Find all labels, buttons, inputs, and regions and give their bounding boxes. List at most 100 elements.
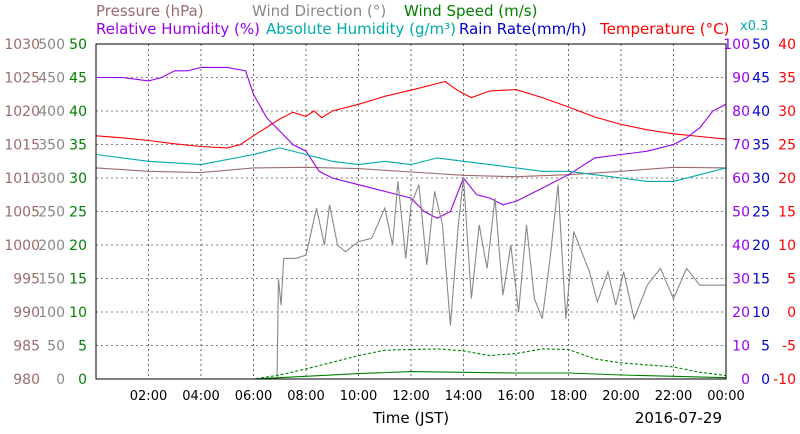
left-tick-wind_direction: 100 (38, 305, 65, 321)
left-tick-wind_speed: 35 (69, 138, 87, 154)
header-label: Wind Direction (°) (252, 2, 386, 20)
x-tick-label: 06:00 (235, 389, 272, 404)
right-tick-rain_rate: 45 (752, 71, 770, 87)
right-tick-rain_rate: 35 (752, 138, 770, 154)
left-tick-wind_speed: 20 (69, 238, 87, 254)
right-tick-relative_humidity: 90 (732, 71, 750, 87)
left-tick-wind_speed: 15 (69, 272, 87, 288)
header-label: Wind Speed (m/s) (404, 2, 537, 20)
right-tick-relative_humidity: 20 (732, 305, 750, 321)
right-tick-temperature: 20 (778, 171, 796, 187)
left-tick-wind_direction: 300 (38, 171, 65, 187)
x-tick-label: 00:00 (707, 389, 744, 404)
right-tick-rain_rate: 30 (752, 171, 770, 187)
series-wind_speed (96, 348, 727, 380)
chart-grid (96, 44, 726, 379)
header-label: Pressure (hPa) (96, 2, 204, 20)
series-pressure (95, 166, 727, 178)
chart-series (95, 66, 727, 380)
x-tick-label: 20:00 (602, 389, 639, 404)
right-tick-relative_humidity: 50 (732, 205, 750, 221)
header-label: Absolute Humidity (g/m³) (266, 20, 456, 38)
left-tick-pressure: 1030 (4, 37, 40, 53)
left-tick-wind_speed: 50 (69, 37, 87, 53)
right-tick-temperature: -10 (773, 372, 796, 388)
x-tick-label: 12:00 (392, 389, 429, 404)
left-tick-pressure: 980 (13, 372, 40, 388)
right-tick-temperature: -5 (782, 339, 796, 355)
right-tick-temperature: 10 (778, 238, 796, 254)
right-tick-rain_rate: 0 (761, 372, 770, 388)
left-tick-wind_direction: 150 (38, 272, 65, 288)
x-tick-label: 16:00 (497, 389, 534, 404)
left-tick-wind_speed: 25 (69, 205, 87, 221)
left-tick-pressure: 1000 (4, 238, 40, 254)
right-tick-relative_humidity: 10 (732, 339, 750, 355)
left-tick-wind_direction: 500 (38, 37, 65, 53)
left-tick-wind_direction: 0 (56, 372, 65, 388)
x-tick-label: 08:00 (287, 389, 324, 404)
right-tick-temperature: 25 (778, 138, 796, 154)
right-axes: 0102030405060708090100051015202530354045… (723, 37, 796, 388)
header-label: Relative Humidity (%) (96, 20, 260, 38)
right-tick-temperature: 5 (787, 272, 796, 288)
x-tick-label: 02:00 (130, 389, 167, 404)
right-tick-rain_rate: 25 (752, 205, 770, 221)
left-tick-wind_speed: 10 (69, 305, 87, 321)
right-tick-temperature: 0 (787, 305, 796, 321)
right-tick-relative_humidity: 40 (732, 238, 750, 254)
left-tick-wind_direction: 450 (38, 71, 65, 87)
left-tick-pressure: 1025 (4, 71, 40, 87)
right-tick-temperature: 35 (778, 71, 796, 87)
right-tick-rain_rate: 5 (761, 339, 770, 355)
left-tick-wind_direction: 250 (38, 205, 65, 221)
left-tick-wind_speed: 40 (69, 104, 87, 120)
right-tick-relative_humidity: 0 (741, 372, 750, 388)
right-tick-temperature: 15 (778, 205, 796, 221)
abs-humidity-scale: x0.3 (740, 19, 768, 34)
left-tick-wind_direction: 200 (38, 238, 65, 254)
right-tick-relative_humidity: 30 (732, 272, 750, 288)
x-tick-label: 04:00 (182, 389, 219, 404)
left-tick-pressure: 990 (13, 305, 40, 321)
left-tick-wind_direction: 50 (47, 339, 65, 355)
right-tick-rain_rate: 40 (752, 104, 770, 120)
left-tick-pressure: 995 (13, 272, 40, 288)
right-tick-temperature: 30 (778, 104, 796, 120)
left-tick-pressure: 1020 (4, 104, 40, 120)
header-label: Rain Rate(mm/h) (459, 20, 587, 38)
left-tick-pressure: 1005 (4, 205, 40, 221)
left-tick-wind_speed: 30 (69, 171, 87, 187)
series-temperature (95, 80, 727, 149)
left-tick-wind_direction: 350 (38, 138, 65, 154)
left-tick-pressure: 985 (13, 339, 40, 355)
x-tick-label: 14:00 (445, 389, 482, 404)
left-tick-wind_direction: 400 (38, 104, 65, 120)
left-tick-pressure: 1015 (4, 138, 40, 154)
header-label: Temperature (°C) (599, 20, 729, 38)
right-tick-rain_rate: 15 (752, 272, 770, 288)
right-tick-rain_rate: 20 (752, 238, 770, 254)
x-axis-label: Time (JST) (372, 409, 449, 427)
right-tick-rain_rate: 50 (752, 37, 770, 53)
series-relative_humidity (96, 66, 727, 219)
right-tick-relative_humidity: 60 (732, 171, 750, 187)
left-axes: 9809859909951000100510101015102010251030… (4, 37, 87, 388)
series-wind_speed_solid (96, 371, 727, 380)
left-tick-pressure: 1010 (4, 171, 40, 187)
date-label: 2016-07-29 (635, 409, 722, 427)
right-tick-relative_humidity: 100 (723, 37, 750, 53)
x-tick-label: 10:00 (340, 389, 377, 404)
x-tick-label: 22:00 (655, 389, 692, 404)
series-wind_direction (96, 177, 726, 380)
right-tick-relative_humidity: 80 (732, 104, 750, 120)
x-axis-ticks: 02:00 04:00 06:00 08:00 10:00 12:00 14:00 16:00… (130, 389, 745, 404)
right-tick-relative_humidity: 70 (732, 138, 750, 154)
series-absolute_humidity (95, 147, 727, 182)
plot-frame (95, 43, 727, 380)
left-tick-wind_speed: 0 (78, 372, 87, 388)
right-tick-rain_rate: 10 (752, 305, 770, 321)
x-tick-label: 18:00 (550, 389, 587, 404)
left-tick-wind_speed: 45 (69, 71, 87, 87)
